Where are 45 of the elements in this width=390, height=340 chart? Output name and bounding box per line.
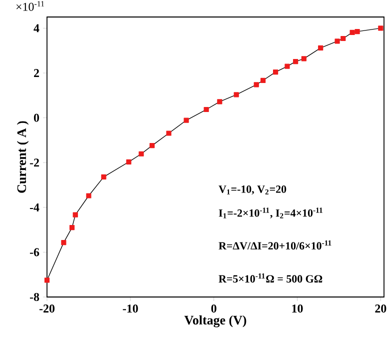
- annotation: R=5×10$^{-11}$Ω = 500 GΩ: [218, 273, 322, 283]
- point: [340, 36, 346, 42]
- point: [318, 45, 324, 50]
- y-tick-label: 0: [34, 114, 40, 122]
- y-tick-label: 2: [34, 69, 39, 77]
- point: [150, 143, 155, 148]
- point: [254, 82, 259, 88]
- point: [284, 64, 290, 69]
- annotation: V$_{1}$=-10, V$_{2}$=20: [218, 186, 286, 194]
- point: [217, 99, 222, 104]
- point: [86, 193, 92, 198]
- y-tick-label: -8: [30, 292, 40, 302]
- point: [301, 56, 306, 62]
- point: [72, 212, 78, 218]
- point: [126, 159, 132, 164]
- y-axis-title: Current ( A ): [16, 121, 29, 193]
- point: [61, 240, 66, 246]
- y-tick-label: 4: [34, 24, 40, 32]
- text: ×10$^{-11}$: [16, 1, 44, 11]
- point: [354, 29, 360, 34]
- point: [138, 151, 144, 156]
- point: [350, 30, 355, 36]
- point: [293, 59, 298, 64]
- x-tick-label: 10: [292, 304, 303, 313]
- point: [273, 70, 278, 75]
- x-axis-title: Voltage (V): [184, 315, 246, 328]
- annotation: I$_{1}$=-2×10$^{-11}$, I$_{2}$=4×10$^{-11}$: [218, 208, 322, 218]
- point: [69, 225, 75, 230]
- point: [260, 78, 266, 83]
- point: [44, 278, 50, 283]
- point: [334, 38, 340, 44]
- point: [101, 174, 106, 180]
- y-tick-label: -4: [30, 203, 40, 212]
- annotation: R=ΔV/ΔI=20+10/6×10$^{-11}$: [218, 240, 332, 250]
- x-tick-label: 0: [211, 304, 216, 313]
- x-tick-label: -20: [39, 304, 55, 313]
- point: [204, 106, 209, 112]
- point: [184, 118, 189, 123]
- point: [378, 26, 384, 31]
- y-tick-label: -2: [30, 158, 39, 167]
- x-tick-label: -10: [122, 304, 138, 313]
- x-tick-label: 20: [375, 304, 386, 313]
- point: [234, 92, 239, 98]
- point: [166, 130, 172, 136]
- y-tick-label: -6: [30, 248, 40, 256]
